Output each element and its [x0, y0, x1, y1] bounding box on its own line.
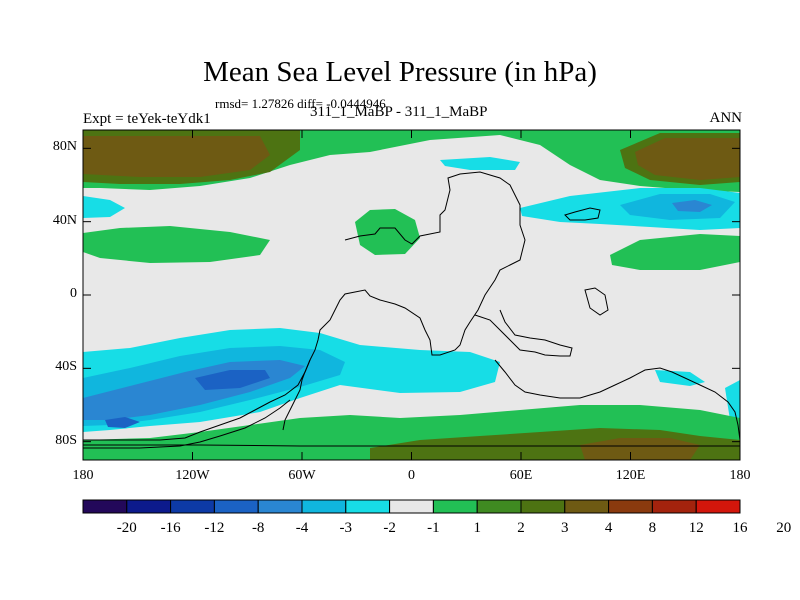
lat-tick-label: 40S: [55, 359, 77, 375]
lat-tick-label: 80S: [55, 432, 77, 448]
plot-title: Mean Sea Level Pressure (in hPa): [203, 56, 597, 88]
contour-west-pacific-blue: [83, 196, 125, 218]
colorbar-swatch: [651, 499, 697, 514]
coastline-antarctic-rim: [83, 444, 740, 447]
lon-tick-label: 60E: [509, 468, 533, 483]
colorbar-label: 12: [688, 520, 704, 536]
colorbar-swatch: [345, 499, 391, 514]
colorbar-swatch: [608, 499, 653, 514]
coastlines: [83, 171, 740, 449]
lon-tick-label: 60W: [288, 468, 316, 483]
colorbar-label: 8: [648, 520, 657, 536]
colorbar-label: -8: [251, 520, 265, 536]
colorbar-label: 4: [604, 520, 613, 536]
colorbar-label: 16: [732, 520, 748, 536]
colorbar-swatch: [301, 499, 347, 514]
colorbar-label: -3: [339, 520, 353, 536]
colorbar-swatch: [476, 499, 522, 514]
contour-east-asia-green: [610, 234, 740, 270]
contour-south-west-8b: [105, 417, 140, 428]
colorbar-label: -12: [204, 520, 225, 536]
colorbar-swatch: [695, 499, 741, 514]
colorbar-swatch: [520, 499, 566, 514]
colorbar-swatch: [126, 499, 172, 514]
contour-north-east-4: [635, 138, 740, 180]
contour-north-atlantic-green: [83, 226, 270, 263]
lon-tick-label: 120E: [615, 468, 646, 483]
contour-south-pacific-8: [195, 370, 270, 390]
coastline-eastern-margin: [474, 309, 573, 357]
colorbar-swatch: [257, 499, 303, 514]
colorbar-label: 20: [776, 520, 792, 536]
colorbar-swatch: [432, 499, 478, 514]
coastline-south-west-inner: [83, 399, 291, 449]
colorbar-swatch: [213, 499, 259, 514]
lon-tick-label: 180: [72, 468, 94, 483]
rmsd-diff-stats: rmsd= 1.27826 diff= -0.0444946: [215, 96, 386, 111]
lat-tick-label: 0: [70, 286, 77, 301]
lon-tick-label: 120W: [175, 468, 210, 483]
colorbar-swatch: [82, 499, 128, 514]
coastline-south-west-arc: [83, 359, 311, 441]
colorbar-label: 1: [473, 520, 481, 536]
experiment-label: Expt = teYek-teYdk1: [83, 111, 211, 127]
coastline-main-continent: [282, 171, 526, 431]
colorbar-label: 3: [561, 520, 569, 536]
lon-tick-label: 0: [408, 468, 415, 483]
colorbar-label: 2: [517, 520, 525, 536]
colorbar: [82, 499, 741, 514]
lat-tick-label: 40N: [52, 212, 77, 228]
coastline-east-islands-2: [584, 287, 609, 316]
colorbar-label: -4: [295, 520, 309, 536]
colorbar-label: -20: [116, 520, 137, 536]
contour-north-west-4: [83, 136, 270, 177]
colorbar-swatch: [564, 499, 610, 514]
season-label: ANN: [709, 110, 743, 126]
colorbar-swatch: [389, 499, 434, 514]
colorbar-label: -16: [160, 520, 181, 536]
map-plot-area: [83, 130, 740, 460]
lon-tick-label: 180: [729, 468, 751, 483]
colorbar-label: -1: [427, 520, 440, 536]
coastline-east-islands: [564, 207, 601, 221]
contour-arctic-blue: [440, 157, 520, 170]
lat-tick-label: 80N: [52, 139, 77, 155]
map-ticks: [82, 130, 741, 460]
contour-europe-green: [355, 209, 420, 255]
comparison-label: 311_1_MaBP - 311_1_MaBP: [310, 104, 488, 120]
contour-south-east-edge-blue: [725, 380, 740, 422]
contour-antarctic-4: [580, 438, 700, 460]
colorbar-label: -2: [383, 520, 396, 536]
colorbar-swatch: [170, 499, 215, 514]
coastline-south-east: [494, 359, 740, 441]
contour-north-pacific-4: [672, 200, 712, 212]
